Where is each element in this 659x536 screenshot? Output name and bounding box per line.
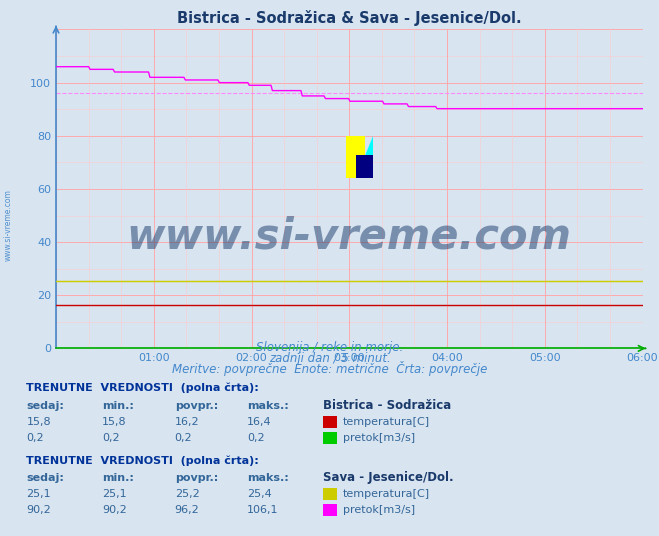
Text: 0,2: 0,2 (102, 433, 120, 443)
Text: maks.:: maks.: (247, 473, 289, 483)
Polygon shape (356, 136, 373, 178)
Text: pretok[m3/s]: pretok[m3/s] (343, 505, 415, 516)
Text: zadnji dan / 5 minut.: zadnji dan / 5 minut. (269, 352, 390, 365)
Text: Slovenija / reke in morje.: Slovenija / reke in morje. (256, 341, 403, 354)
Text: temperatura[C]: temperatura[C] (343, 417, 430, 427)
Text: 16,2: 16,2 (175, 417, 199, 427)
Text: www.si-vreme.com: www.si-vreme.com (127, 216, 572, 258)
Title: Bistrica - Sodražica & Sava - Jesenice/Dol.: Bistrica - Sodražica & Sava - Jesenice/D… (177, 10, 521, 26)
Text: 0,2: 0,2 (175, 433, 192, 443)
Text: 0,2: 0,2 (247, 433, 265, 443)
Text: TRENUTNE  VREDNOSTI  (polna črta):: TRENUTNE VREDNOSTI (polna črta): (26, 455, 259, 466)
Text: 0,2: 0,2 (26, 433, 44, 443)
Text: 15,8: 15,8 (26, 417, 51, 427)
Text: Bistrica - Sodražica: Bistrica - Sodražica (323, 399, 451, 412)
Text: temperatura[C]: temperatura[C] (343, 489, 430, 500)
Text: 25,2: 25,2 (175, 489, 200, 500)
Text: min.:: min.: (102, 473, 134, 483)
Text: pretok[m3/s]: pretok[m3/s] (343, 433, 415, 443)
Text: 25,1: 25,1 (102, 489, 127, 500)
Bar (347, 136, 365, 178)
Text: 96,2: 96,2 (175, 505, 200, 516)
Text: 16,4: 16,4 (247, 417, 272, 427)
Text: www.si-vreme.com: www.si-vreme.com (4, 189, 13, 261)
Bar (357, 155, 373, 178)
Text: 90,2: 90,2 (102, 505, 127, 516)
Text: Sava - Jesenice/Dol.: Sava - Jesenice/Dol. (323, 471, 453, 485)
Text: sedaj:: sedaj: (26, 401, 64, 411)
Text: 106,1: 106,1 (247, 505, 279, 516)
Text: Meritve: povprečne  Enote: metrične  Črta: povprečje: Meritve: povprečne Enote: metrične Črta:… (172, 361, 487, 376)
Text: 25,4: 25,4 (247, 489, 272, 500)
Text: maks.:: maks.: (247, 401, 289, 411)
Text: sedaj:: sedaj: (26, 473, 64, 483)
Text: 25,1: 25,1 (26, 489, 51, 500)
Text: TRENUTNE  VREDNOSTI  (polna črta):: TRENUTNE VREDNOSTI (polna črta): (26, 383, 259, 393)
Text: povpr.:: povpr.: (175, 473, 218, 483)
Text: 90,2: 90,2 (26, 505, 51, 516)
Text: min.:: min.: (102, 401, 134, 411)
Text: povpr.:: povpr.: (175, 401, 218, 411)
Text: 15,8: 15,8 (102, 417, 127, 427)
